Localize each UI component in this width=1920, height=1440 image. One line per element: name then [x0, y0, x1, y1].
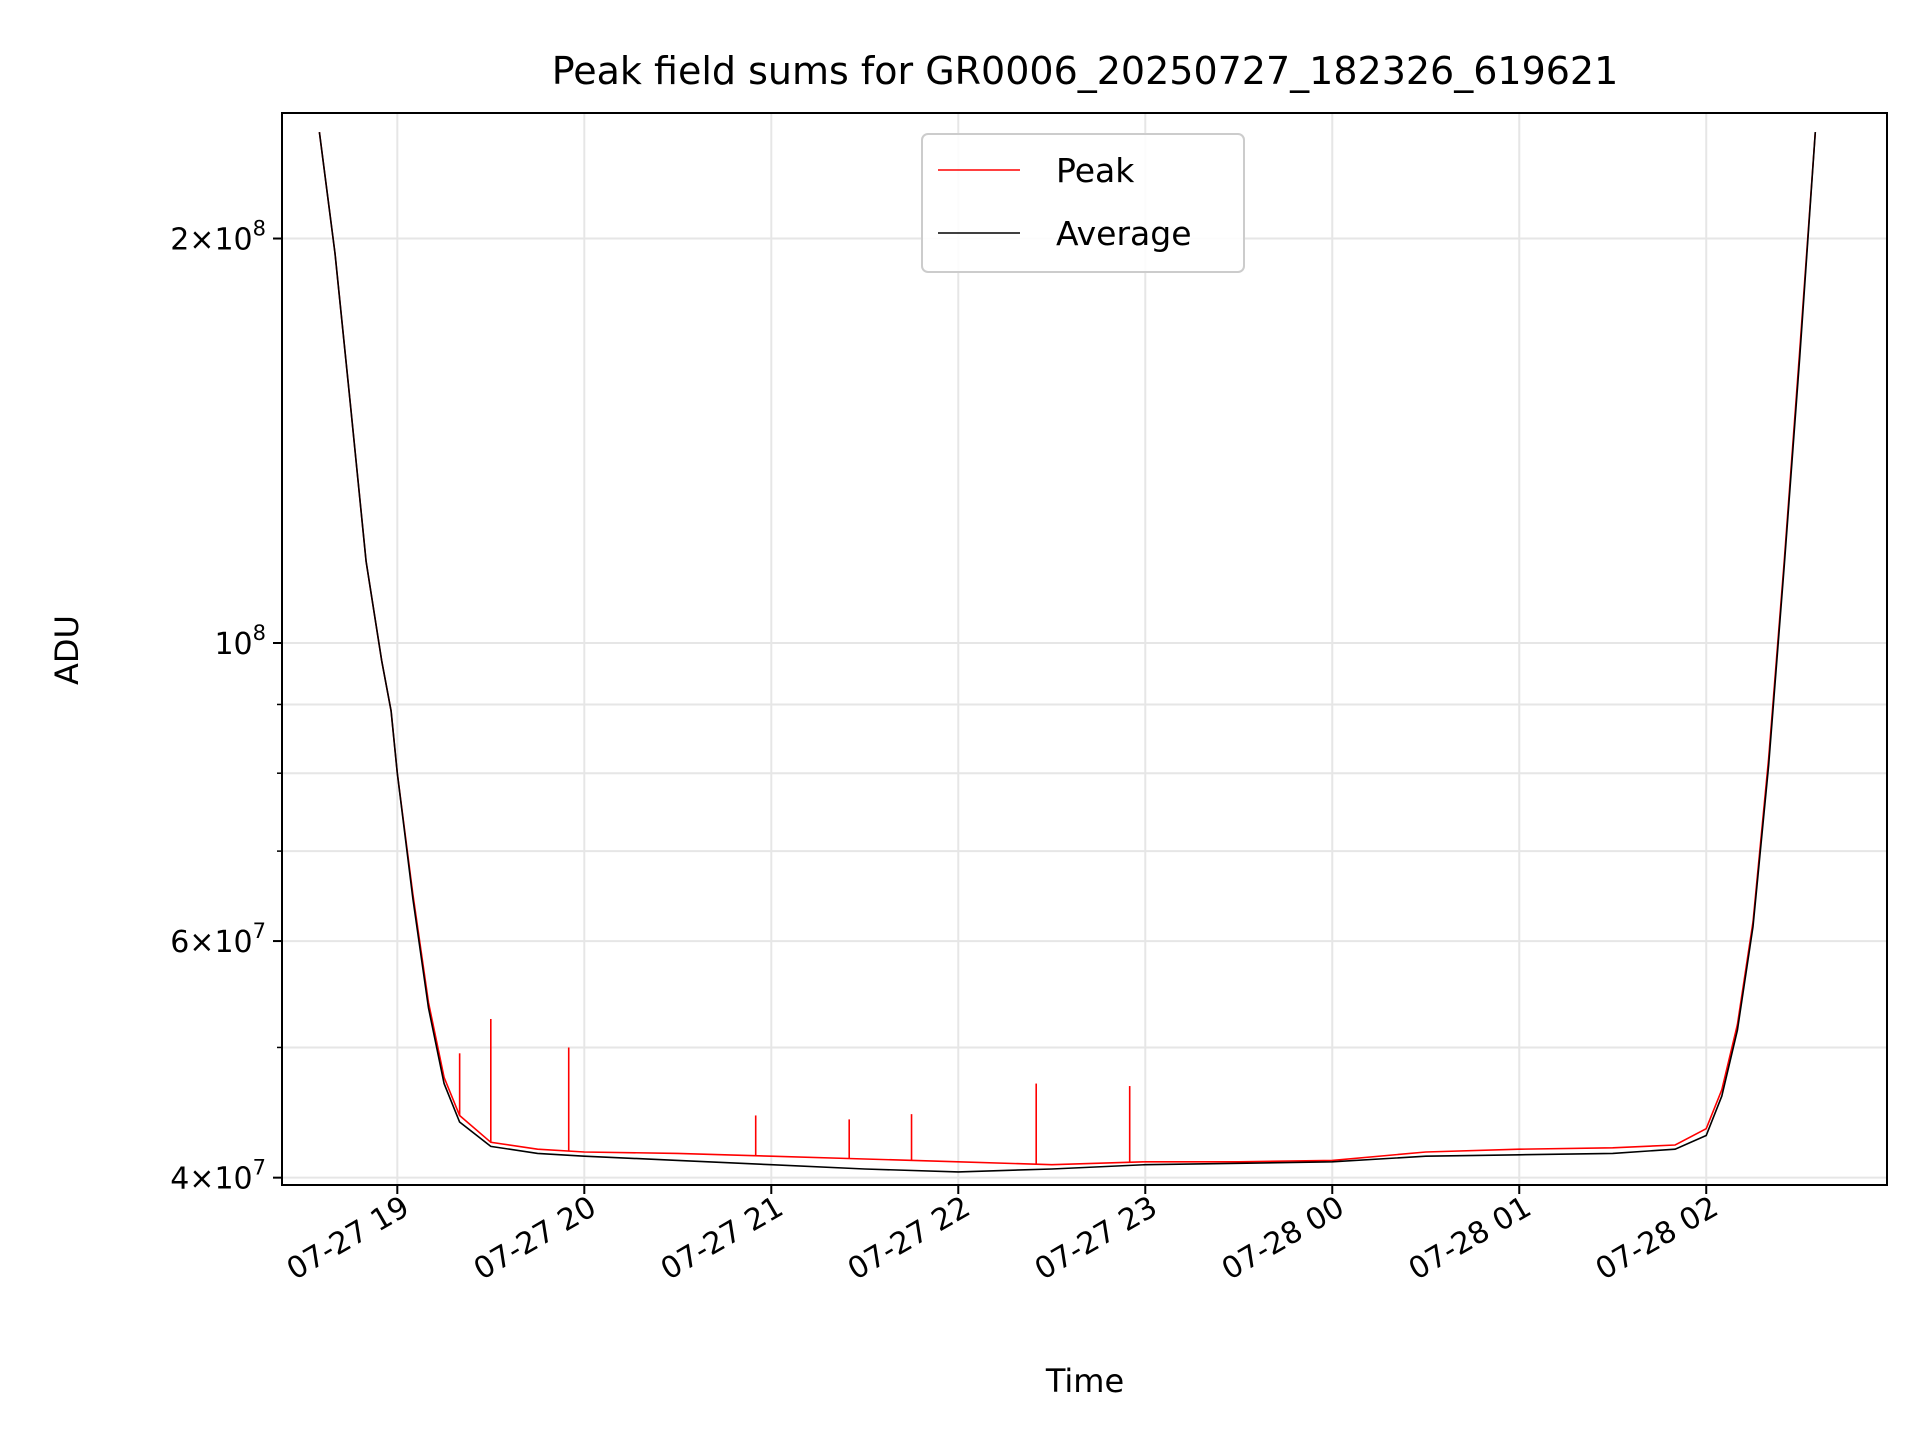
y-axis-label: ADU — [48, 615, 86, 685]
series-line-average — [318, 131, 1817, 1173]
legend-box — [921, 133, 1245, 273]
legend-label-peak: Peak — [1056, 151, 1135, 190]
plot-frame — [281, 112, 1888, 1186]
y-tick-label: 2×108 — [170, 217, 266, 258]
legend-label-average: Average — [1056, 214, 1192, 253]
legend: Peak Average — [921, 133, 1245, 273]
plot-series — [318, 131, 1817, 1173]
chart-title: Peak field sums for GR0006_20250727_1823… — [552, 49, 1619, 93]
grid — [282, 113, 1887, 1185]
x-axis-label: Time — [1045, 1362, 1124, 1400]
y-tick-label: 6×107 — [170, 919, 266, 960]
y-tick-label: 108 — [214, 621, 266, 662]
y-tick-label: 4×107 — [170, 1156, 266, 1197]
